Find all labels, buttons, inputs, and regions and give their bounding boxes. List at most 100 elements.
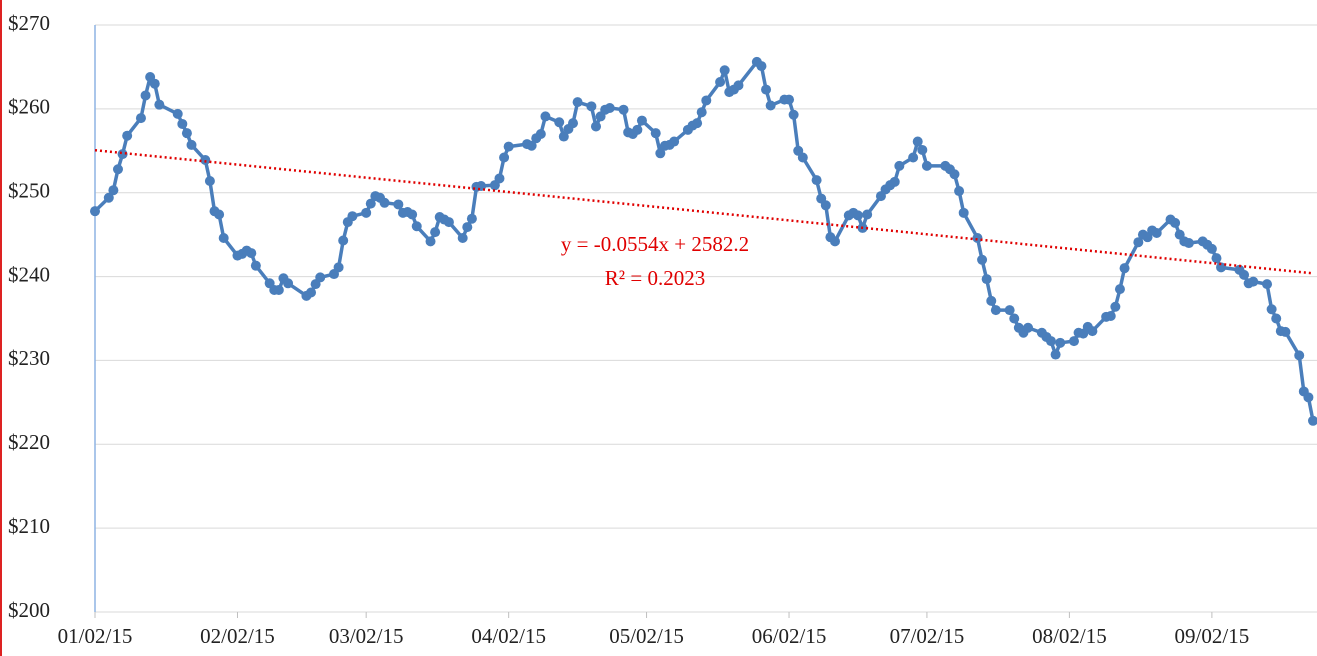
data-point [797, 152, 808, 163]
data-point [986, 295, 997, 306]
data-point [1206, 243, 1217, 254]
data-point [784, 94, 795, 105]
data-point [526, 140, 537, 151]
data-point [917, 144, 928, 155]
data-point [715, 77, 726, 88]
data-point [1110, 301, 1121, 312]
data-point [347, 211, 358, 222]
y-tick-label: $260 [8, 95, 50, 119]
data-point [811, 175, 822, 186]
data-point [1308, 415, 1317, 426]
data-point [618, 104, 629, 115]
data-point [462, 222, 473, 233]
data-point [283, 278, 294, 289]
x-tick-label: 02/02/15 [200, 624, 275, 648]
data-point [1119, 263, 1130, 274]
data-point [411, 221, 422, 232]
data-point [149, 78, 160, 89]
data-point [719, 65, 730, 76]
data-point [733, 80, 744, 91]
trend-equation: y = -0.0554x + 2582.2 [561, 232, 749, 256]
data-point [135, 113, 146, 124]
grid [94, 24, 1317, 618]
data-point [788, 109, 799, 120]
data-point [112, 164, 123, 175]
data-point [949, 169, 960, 180]
data-point [333, 262, 344, 273]
data-point [669, 136, 680, 147]
y-tick-label: $270 [8, 11, 50, 35]
data-point [1170, 217, 1181, 228]
data-point [1262, 279, 1273, 290]
data-point [655, 148, 666, 159]
data-point [981, 274, 992, 285]
data-point [921, 160, 932, 171]
data-point [273, 284, 284, 295]
data-point [977, 254, 988, 265]
data-point [393, 199, 404, 210]
data-point [1239, 269, 1250, 280]
data-point [338, 235, 349, 246]
data-point [177, 118, 188, 129]
data-point [250, 260, 261, 271]
data-point [1087, 326, 1098, 337]
data-point [954, 186, 965, 197]
x-tick-label: 08/02/15 [1032, 624, 1107, 648]
data-point [894, 160, 905, 171]
y-tick-label: $250 [8, 179, 50, 203]
data-point [990, 305, 1001, 316]
plot [90, 56, 1317, 426]
data-point [701, 95, 712, 106]
data-point [425, 236, 436, 247]
data-point [1009, 313, 1020, 324]
x-tick-label: 04/02/15 [471, 624, 546, 648]
data-point [692, 118, 703, 129]
data-point [540, 111, 551, 122]
data-point [361, 207, 372, 218]
data-point [829, 236, 840, 247]
data-point [122, 130, 133, 141]
x-tick-label: 06/02/15 [752, 624, 827, 648]
data-point [632, 124, 643, 135]
data-point [908, 152, 919, 163]
data-point [457, 232, 468, 243]
data-point [1046, 336, 1057, 347]
data-point [1294, 350, 1305, 361]
data-point [407, 209, 418, 220]
data-point [1151, 227, 1162, 238]
data-point [590, 121, 601, 132]
data-point [204, 175, 215, 186]
data-point [246, 248, 257, 259]
data-point [1248, 276, 1259, 287]
data-point [535, 129, 546, 140]
data-point [765, 100, 776, 111]
data-point [1114, 284, 1125, 295]
data-point [503, 141, 514, 152]
data-point [558, 131, 569, 142]
data-point [172, 108, 183, 119]
data-point [306, 287, 317, 298]
data-point [862, 209, 873, 220]
trend-r-squared: R² = 0.2023 [605, 266, 705, 290]
data-point [650, 128, 661, 139]
data-point [200, 155, 211, 166]
y-tick-label: $230 [8, 346, 50, 370]
data-point [761, 84, 772, 95]
y-tick-label: $200 [8, 598, 50, 622]
data-point [379, 197, 390, 208]
data-point [1271, 313, 1282, 324]
data-point [1211, 253, 1222, 264]
data-point [499, 152, 510, 163]
data-point [636, 115, 647, 126]
data-point [108, 185, 119, 196]
x-tick-label: 05/02/15 [609, 624, 684, 648]
data-point [466, 213, 477, 224]
data-point [1183, 238, 1194, 249]
data-point [1266, 304, 1277, 315]
y-tick-label: $240 [8, 262, 50, 286]
y-tick-label: $210 [8, 514, 50, 538]
x-tick-label: 01/02/15 [58, 624, 133, 648]
data-point [972, 232, 983, 243]
data-point [586, 101, 597, 112]
